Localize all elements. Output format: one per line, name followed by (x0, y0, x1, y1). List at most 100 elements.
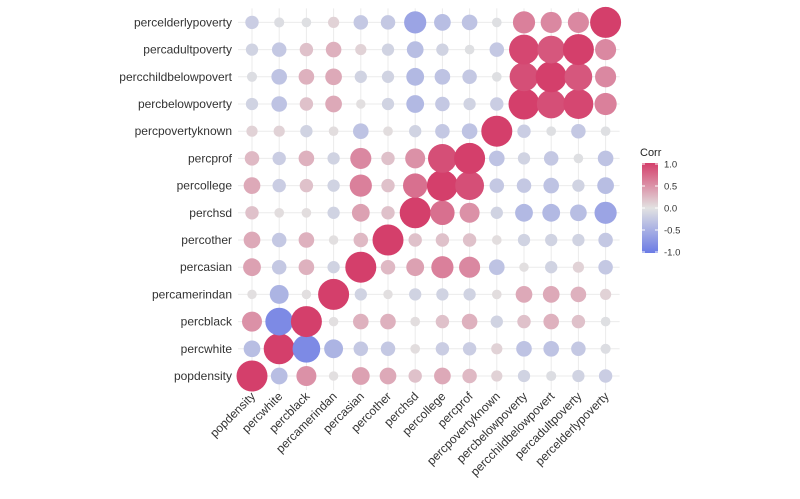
y-axis-labels: popdensity percwhite percblack percamerinda… (119, 15, 233, 383)
corr-circle-perchsd-percadultpoverty (570, 204, 587, 222)
y-tick-label: percblack (181, 315, 233, 329)
corr-circle-percasian-percelderlypoverty (598, 259, 613, 275)
corr-circle-percbelowpoverty-percamerindan (325, 95, 342, 113)
corr-circle-percchildbelowpovert-percadultpoverty (564, 62, 593, 91)
corr-circle-perchsd-percbelowpoverty (515, 203, 533, 222)
corr-circle-perchsd-percblack (301, 207, 312, 218)
corr-circle-percamerindan-percwhite (269, 284, 289, 304)
corr-circle-percblack-perchsd (410, 316, 421, 327)
corr-circle-percprof-perchsd (405, 148, 426, 169)
corr-circle-percchildbelowpovert-percpovertyknown (491, 71, 502, 82)
corr-circle-percollege-percchildbelowpovert (543, 177, 559, 194)
corr-circle-perchsd-percwhite (274, 207, 285, 218)
corr-circle-percollege-percblack (299, 178, 314, 193)
corr-circle-percprof-percchildbelowpovert (543, 151, 559, 166)
corr-circle-percwhite-percollege (435, 342, 450, 356)
corr-circle-percamerindan-percblack (301, 289, 312, 300)
corr-circle-percbelowpoverty-percasian (356, 99, 366, 109)
y-tick-label: percother (181, 233, 232, 247)
corr-circle-percamerindan-percelderlypoverty (600, 288, 612, 300)
corr-circle-percelderlypoverty-percadultpoverty (567, 11, 589, 33)
legend-title: Corr (640, 147, 662, 159)
corr-circle-popdensity-perchsd (408, 369, 422, 383)
corr-circle-percpovertyknown-percelderlypoverty (600, 126, 611, 137)
corr-circle-percadultpoverty-perchsd (406, 41, 424, 58)
corr-circle-percblack-percasian (353, 313, 369, 330)
y-tick-label: percbelowpoverty (138, 97, 232, 111)
corr-circle-popdensity-percbelowpoverty (517, 369, 531, 383)
y-tick-label: percamerindan (152, 287, 232, 301)
corr-circle-percbelowpoverty-popdensity (245, 97, 259, 111)
corr-circle-percadultpoverty-percblack (299, 42, 314, 57)
corr-circle-percadultpoverty-percamerindan (325, 41, 342, 58)
corr-circle-percelderlypoverty-percprof (461, 14, 478, 31)
y-tick-label: percadultpoverty (143, 43, 232, 57)
corr-circle-percamerindan-popdensity (247, 289, 257, 300)
corr-circle-percwhite-percchildbelowpovert (543, 341, 559, 357)
corr-circle-percprof-percamerindan (327, 152, 340, 165)
corr-circle-percblack-percwhite (265, 307, 294, 336)
corr-circle-percother-percprof (462, 233, 477, 247)
corr-circle-percasian-percprof (459, 256, 481, 278)
corr-circle-percprof-percwhite (272, 151, 286, 166)
corr-circle-percother-popdensity (243, 231, 261, 249)
corr-circle-percblack-percelderlypoverty (600, 316, 611, 327)
corr-circle-percadultpoverty-percchildbelowpovert (537, 35, 566, 64)
corr-circle-percother-percasian (353, 232, 369, 248)
corr-circle-percprof-percblack (298, 150, 315, 167)
corr-circle-percprof-percother (381, 151, 395, 166)
corr-circle-popdensity-percpovertyknown (491, 370, 503, 382)
corr-circle-percadultpoverty-percpovertyknown (489, 42, 505, 57)
corr-circle-popdensity-percprof (462, 368, 477, 384)
corr-circle-percollege-percollege (426, 170, 458, 202)
corr-circle-percpovertyknown-percpovertyknown (481, 115, 513, 147)
corr-circle-percamerindan-percpovertyknown (491, 289, 502, 300)
corr-circle-percpovertyknown-perchsd (409, 125, 422, 138)
corr-circle-percelderlypoverty-percchildbelowpovert (540, 11, 562, 33)
legend-tick-label: -0.5 (664, 226, 680, 237)
corr-circle-percbelowpoverty-percother (381, 97, 395, 111)
corr-circle-percamerindan-percother (383, 289, 393, 300)
corr-circle-percwhite-percother (380, 341, 396, 357)
corr-circle-percelderlypoverty-percbelowpoverty (512, 11, 536, 34)
corr-circle-percblack-percchildbelowpovert (543, 313, 559, 330)
corr-circle-percwhite-percblack (292, 334, 321, 363)
corr-circle-percelderlypoverty-percpovertyknown (491, 17, 502, 28)
corr-circle-percollege-percprof (455, 171, 484, 201)
corr-circle-percother-percwhite (271, 232, 287, 248)
corr-circle-percchildbelowpovert-percasian (354, 70, 367, 83)
corr-circle-percwhite-popdensity (243, 340, 261, 358)
corr-circle-percamerindan-percollege (436, 288, 449, 301)
corr-circle-percprof-percelderlypoverty (597, 150, 614, 167)
corr-circle-percollege-percasian (349, 174, 372, 197)
corr-circle-percchildbelowpovert-percchildbelowpovert (535, 61, 567, 93)
corr-circle-percasian-perchsd (406, 258, 425, 277)
corr-circle-percwhite-percelderlypoverty (600, 343, 611, 354)
corr-circle-perchsd-percpovertyknown (490, 206, 503, 219)
corr-circle-percasian-percbelowpoverty (519, 262, 529, 272)
correlation-circles (236, 6, 622, 392)
corr-circle-percprof-percprof (454, 142, 486, 174)
corr-circle-percamerindan-percprof (463, 288, 476, 301)
corr-circle-percamerindan-percasian (354, 288, 367, 301)
grid-lines (238, 8, 620, 390)
corr-circle-percother-percadultpoverty (572, 233, 585, 247)
corr-circle-percollege-percadultpoverty (572, 179, 585, 192)
corr-circle-percpovertyknown-percchildbelowpovert (546, 126, 557, 137)
corr-circle-percbelowpoverty-percollege (435, 96, 450, 112)
corr-circle-percelderlypoverty-perchsd (404, 11, 427, 34)
corr-circle-perchsd-percother (381, 206, 395, 220)
x-axis-labels: popdensitypercwhitepercblackpercamerinda… (207, 389, 612, 479)
corr-circle-percwhite-percasian (353, 341, 369, 357)
corr-circle-percpovertyknown-percasian (353, 123, 369, 139)
corr-circle-percelderlypoverty-percamerindan (328, 16, 340, 28)
corr-circle-percwhite-percadultpoverty (571, 341, 586, 357)
legend-tick-label: 0.0 (664, 204, 677, 215)
y-tick-label: popdensity (174, 369, 232, 383)
y-tick-label: percchildbelowpovert (119, 70, 232, 84)
corr-circle-percchildbelowpovert-percblack (298, 69, 315, 85)
corr-circle-percchildbelowpovert-popdensity (246, 71, 258, 82)
corr-circle-percpovertyknown-percprof (461, 123, 478, 139)
corr-circle-percpovertyknown-percbelowpoverty (517, 124, 531, 138)
corr-circle-percblack-percblack (290, 306, 322, 338)
